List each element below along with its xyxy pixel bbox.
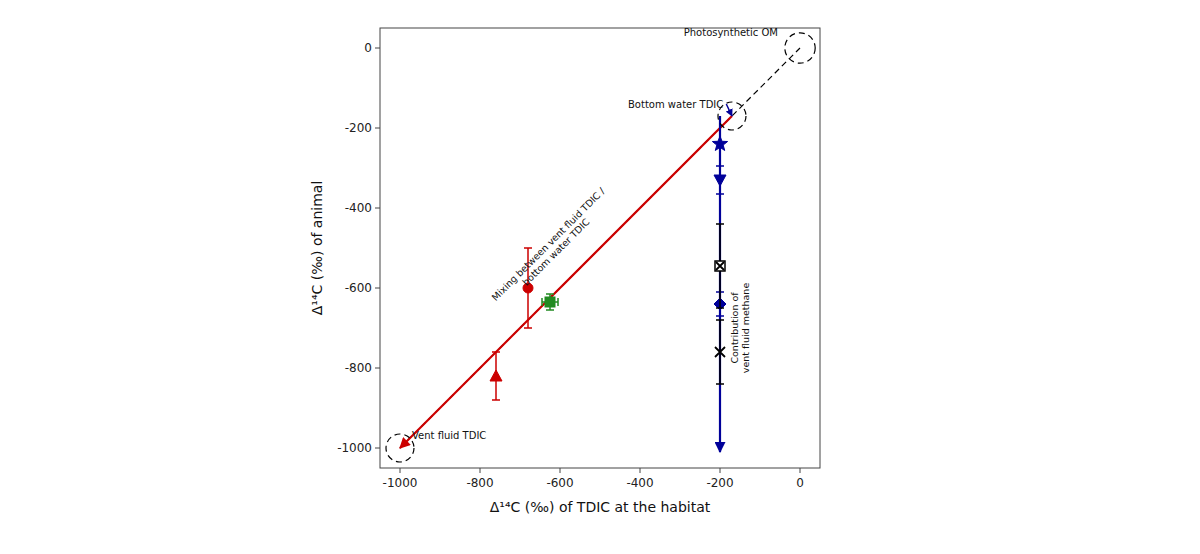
x-tick-label: -1000 — [383, 476, 418, 490]
y-tick — [375, 128, 380, 129]
y-tick — [375, 48, 380, 49]
x-tick-label: -600 — [546, 476, 573, 490]
data-point — [715, 261, 725, 271]
x-tick-label: -200 — [706, 476, 733, 490]
y-tick — [375, 448, 380, 449]
x-tick — [800, 468, 801, 473]
x-tick — [400, 468, 401, 473]
arrow — [400, 116, 732, 448]
text-line: Mixing between vent fluid TDIC / — [489, 185, 607, 303]
y-tick — [375, 368, 380, 369]
annotation-arrow — [726, 104, 732, 116]
annotation: Vent fluid TDIC — [412, 430, 486, 441]
y-tick-label: -600 — [345, 281, 372, 295]
plot-area — [386, 33, 815, 462]
annotation: Mixing between vent fluid TDIC /bottom w… — [489, 185, 615, 311]
x-tick — [560, 468, 561, 473]
data-point — [712, 136, 727, 150]
annotation: Bottom water TDIC — [628, 99, 723, 110]
y-tick-label: 0 — [364, 41, 372, 55]
marker-part — [715, 261, 725, 271]
reference-line — [400, 48, 800, 448]
y-error-bar — [546, 294, 554, 310]
annotations: Photosynthetic OM Bottom water TDIC Vent f… — [412, 27, 778, 441]
y-axis-label: Δ¹⁴C (‰) of animal — [309, 181, 325, 316]
y-tick-label: -200 — [345, 121, 372, 135]
data-point — [545, 297, 555, 307]
x-tick — [720, 468, 721, 473]
data-point — [715, 347, 725, 357]
text-line: vent fluid methane — [740, 283, 751, 374]
y-tick-label: -1000 — [337, 441, 372, 455]
text-line: bottom water TDIC — [520, 216, 592, 288]
x-tick-label: -800 — [466, 476, 493, 490]
x-tick-label: -400 — [626, 476, 653, 490]
region-circle — [785, 33, 815, 63]
marker-part — [715, 347, 725, 357]
annotation: Photosynthetic OM — [684, 27, 778, 38]
x-axis-label: Δ¹⁴C (‰) of TDIC at the habitat — [490, 499, 711, 515]
y-tick-label: -400 — [345, 201, 372, 215]
y-tick-label: -800 — [345, 361, 372, 375]
y-error-bar — [716, 224, 724, 308]
data-point — [490, 370, 502, 381]
x-tick — [480, 468, 481, 473]
data-point — [714, 175, 726, 186]
y-tick — [375, 288, 380, 289]
chart: -1000 -800 -600 -400 -200 0 -1000 -800 -600 -400 -… — [0, 0, 1200, 554]
y-tick — [375, 208, 380, 209]
y-error-bar — [716, 320, 724, 384]
x-tick — [640, 468, 641, 473]
plot-frame — [380, 28, 820, 468]
x-tick-label: 0 — [796, 476, 804, 490]
text-line: Contribution of — [729, 292, 740, 364]
marker-part — [716, 262, 724, 270]
region-circle — [386, 434, 414, 462]
x-error-bar — [542, 298, 558, 306]
annotation: Contribution ofvent fluid methane — [729, 283, 751, 374]
